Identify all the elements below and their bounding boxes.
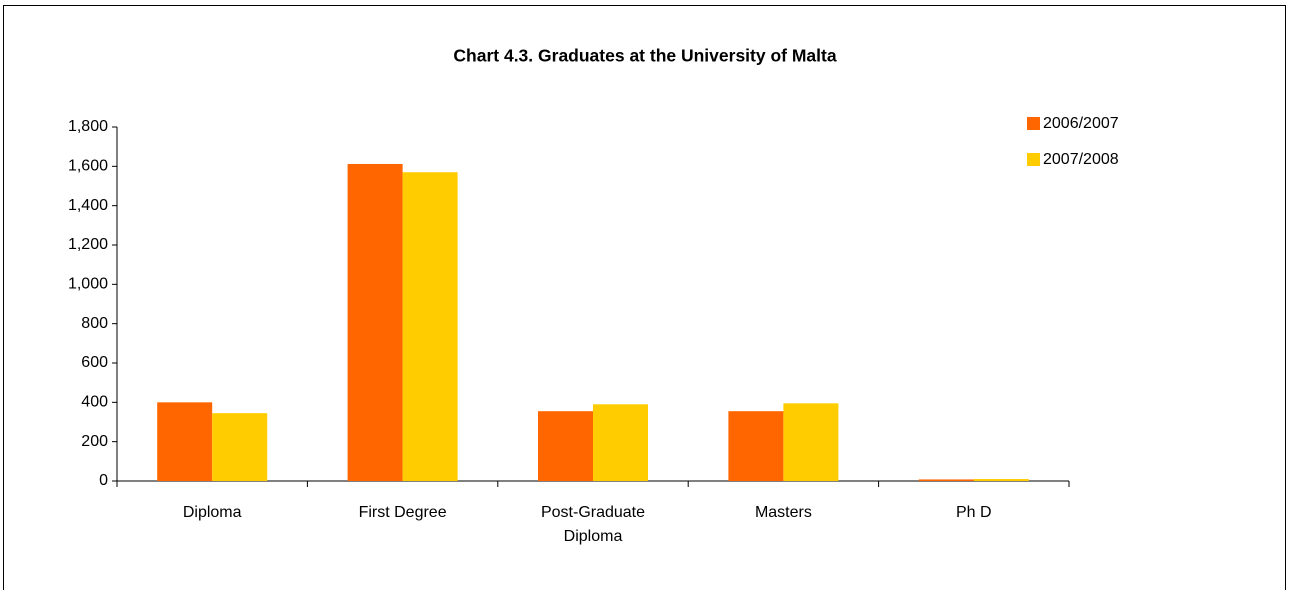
bar: [538, 411, 593, 481]
bar: [728, 411, 784, 481]
y-tick-label: 200: [81, 433, 108, 450]
bar: [402, 172, 458, 481]
y-tick-label: 1,200: [68, 236, 108, 253]
y-tick-label: 800: [81, 315, 108, 332]
bar: [212, 413, 268, 481]
bar: [157, 402, 213, 481]
legend-swatch: [1027, 117, 1040, 130]
y-tick-label: 600: [81, 354, 108, 371]
bar: [593, 404, 648, 481]
bar: [918, 479, 974, 481]
x-tick-label: First Degree: [358, 504, 447, 521]
x-tick-label: Masters: [754, 504, 812, 521]
y-tick-label: 1,800: [68, 118, 108, 135]
chart-border: [3, 5, 1286, 590]
y-tick-label: 1,400: [68, 197, 108, 214]
x-tick-label: Post-Graduate Diploma: [540, 504, 646, 545]
legend-label: 2007/2008: [1043, 151, 1119, 168]
x-tick-label: Ph D: [956, 504, 992, 521]
x-tick-label: Diploma: [182, 504, 242, 521]
y-tick-label: 0: [99, 472, 108, 489]
y-tick-label: 400: [81, 394, 108, 411]
bar: [783, 403, 839, 481]
chart-title: Chart 4.3. Graduates at the University o…: [453, 46, 836, 66]
bar: [973, 479, 1029, 481]
legend-swatch: [1027, 153, 1040, 166]
bar: [347, 163, 403, 481]
y-tick-label: 1,600: [68, 158, 108, 175]
legend-label: 2006/2007: [1043, 115, 1119, 132]
y-tick-label: 1,000: [68, 276, 108, 293]
